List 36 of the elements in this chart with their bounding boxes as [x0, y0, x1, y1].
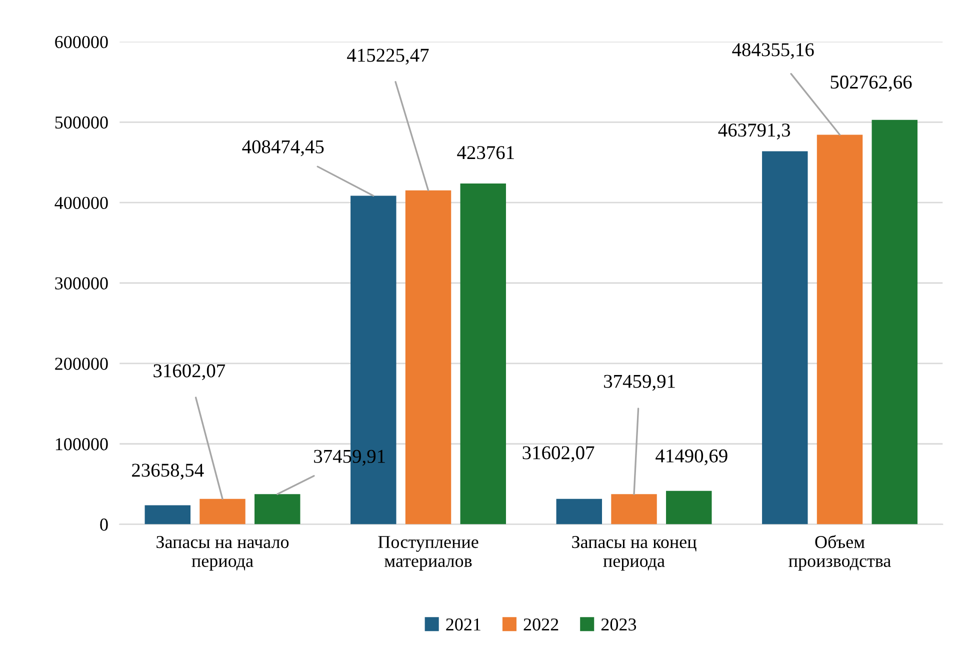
- bar: [816, 134, 863, 524]
- data-label: 502762,66: [830, 76, 912, 92]
- x-tick-label: Объем производства: [788, 535, 891, 571]
- y-tick-label: 500000: [55, 116, 108, 129]
- bar: [200, 498, 246, 524]
- bar: [254, 494, 300, 524]
- y-tick-label: 600000: [55, 36, 108, 48]
- data-label: 408474,45: [242, 140, 324, 156]
- x-tick-label: Запасы на конец периода: [572, 536, 696, 571]
- bar: [611, 494, 657, 524]
- y-tick-label: 400000: [54, 196, 108, 210]
- bar: [872, 120, 918, 524]
- bar: [666, 490, 712, 524]
- bar: [405, 190, 452, 524]
- data-label: 423761: [457, 146, 514, 160]
- y-tick-label: 0: [100, 518, 108, 531]
- legend-label: 2021: [446, 618, 480, 631]
- y-tick-label: 200000: [55, 358, 108, 370]
- data-label: 463791,3: [718, 124, 790, 140]
- data-label: 484355,16: [732, 43, 814, 60]
- data-label: 41490,69: [656, 449, 728, 466]
- x-tick-label: Запасы на начало периода: [156, 536, 289, 571]
- bar: [144, 505, 190, 524]
- data-label: 37459,91: [604, 374, 675, 391]
- legend-label: 2023: [601, 618, 636, 631]
- y-tick-label: 300000: [55, 277, 108, 290]
- data-label: 415225,47: [347, 48, 429, 65]
- legend-label: 2022: [524, 618, 558, 631]
- x-tick-label: Поступление материалов: [378, 536, 478, 571]
- data-label: 23658,54: [132, 464, 204, 480]
- y-tick-label: 100000: [56, 438, 108, 450]
- data-label: 31602,07: [522, 446, 594, 462]
- bar: [460, 183, 506, 524]
- bar: [556, 498, 602, 524]
- data-label: 31602,07: [154, 364, 226, 380]
- bar: [762, 151, 808, 524]
